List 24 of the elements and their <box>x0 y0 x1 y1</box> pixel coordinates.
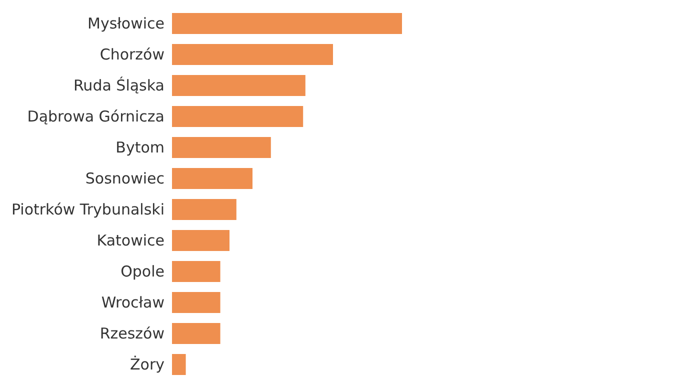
y-tick-label: Mysłowice <box>88 14 164 32</box>
y-tick-label: Bytom <box>116 138 164 156</box>
y-tick-label: Opole <box>120 262 164 280</box>
bar <box>172 168 252 189</box>
y-tick-label: Wrocław <box>101 294 164 312</box>
y-tick-label: Rzeszów <box>100 324 164 342</box>
y-tick-label: Żory <box>130 356 165 374</box>
bar <box>172 137 271 158</box>
bar <box>172 44 333 65</box>
y-tick-label: Chorzów <box>100 46 164 64</box>
bar <box>172 230 230 251</box>
bar <box>172 199 236 220</box>
bar <box>172 13 402 34</box>
bar <box>172 354 186 375</box>
y-tick-label: Sosnowiec <box>85 170 164 188</box>
bar <box>172 292 220 313</box>
bar <box>172 75 306 96</box>
bar <box>172 106 304 127</box>
y-tick-label: Ruda Śląska <box>73 76 164 94</box>
y-tick-label: Piotrków Trybunalski <box>11 200 164 218</box>
y-tick-label: Katowice <box>96 232 164 250</box>
bar <box>172 323 220 344</box>
bar <box>172 261 220 282</box>
y-tick-label: Dąbrowa Górnicza <box>27 108 164 126</box>
